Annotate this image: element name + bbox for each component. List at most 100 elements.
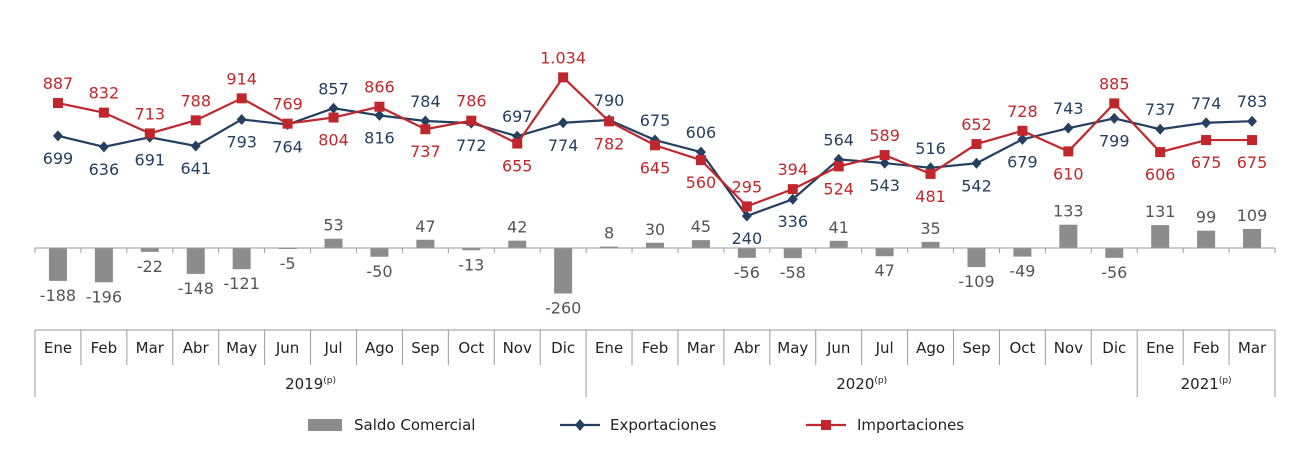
bar-saldo-18 xyxy=(875,248,894,257)
exportaciones-label-0: 699 xyxy=(43,149,74,168)
month-label-10: Nov xyxy=(503,339,532,357)
importaciones-label-0: 887 xyxy=(43,74,74,93)
month-label-3: Abr xyxy=(183,339,210,357)
month-label-25: Feb xyxy=(1193,339,1220,357)
exportaciones-label-8: 784 xyxy=(410,92,441,111)
bar-saldo-14 xyxy=(691,240,710,248)
month-label-6: Jul xyxy=(323,339,342,357)
exportaciones-point-11 xyxy=(558,117,569,129)
importaciones-label-16: 394 xyxy=(778,160,809,179)
importaciones-point-3 xyxy=(190,115,201,126)
month-label-11: Dic xyxy=(551,339,575,357)
bar-saldo-13 xyxy=(646,242,664,248)
bar-label-10: 42 xyxy=(507,218,527,237)
month-label-22: Nov xyxy=(1054,339,1083,357)
month-label-15: Abr xyxy=(734,339,761,357)
x-axis: Ene Feb Mar Abr May Jun Jul Ago Sep Oct Nov Dic Ene F… xyxy=(34,329,1276,397)
exportaciones-point-22 xyxy=(1063,122,1074,134)
importaciones-point-7 xyxy=(374,101,385,112)
exportaciones-label-3: 641 xyxy=(180,159,211,178)
exportaciones-label-16: 336 xyxy=(778,212,809,231)
zero-axis-layer xyxy=(34,247,1276,253)
importaciones-label-23: 885 xyxy=(1099,74,1130,93)
bar-label-17: 41 xyxy=(829,218,849,237)
importaciones-point-16 xyxy=(787,184,798,195)
importaciones-point-10 xyxy=(512,138,523,149)
importaciones-point-22 xyxy=(1063,146,1074,157)
month-label-12: Ene xyxy=(595,339,623,357)
bar-label-21: -49 xyxy=(1009,262,1035,281)
month-label-4: May xyxy=(226,339,257,357)
importaciones-label-20: 652 xyxy=(961,115,992,134)
importaciones-label-17: 524 xyxy=(823,179,854,198)
month-label-9: Oct xyxy=(458,339,484,357)
month-label-19: Ago xyxy=(916,339,945,357)
importaciones-point-14 xyxy=(695,155,706,166)
month-label-0: Ene xyxy=(44,339,72,357)
bar-saldo-12 xyxy=(600,246,619,248)
importaciones-point-6 xyxy=(328,112,339,123)
month-label-16: May xyxy=(777,339,808,357)
importaciones-label-15: 295 xyxy=(732,177,763,196)
bar-label-9: -13 xyxy=(458,255,484,274)
exportaciones-point-15 xyxy=(741,210,752,222)
bar-saldo-22 xyxy=(1059,224,1078,248)
bar-label-6: 53 xyxy=(323,216,343,235)
exportaciones-point-25 xyxy=(1201,117,1212,129)
importaciones-label-24: 606 xyxy=(1145,165,1176,184)
importaciones-point-18 xyxy=(879,150,890,161)
importaciones-point-26 xyxy=(1247,135,1258,146)
exportaciones-label-7: 816 xyxy=(364,128,395,147)
exportaciones-label-20: 542 xyxy=(961,176,992,195)
importaciones-point-4 xyxy=(236,93,247,104)
exportaciones-point-6 xyxy=(328,102,339,114)
legend: Saldo Comercial Exportaciones Importacione… xyxy=(308,416,964,434)
bar-label-2: -22 xyxy=(137,257,163,276)
bar-label-16: -58 xyxy=(780,263,806,282)
importaciones-label-26: 675 xyxy=(1237,153,1268,172)
bar-saldo-0 xyxy=(48,248,67,281)
bar-saldo-7 xyxy=(370,248,389,257)
exportaciones-label-12: 790 xyxy=(594,91,625,110)
bar-saldo-17 xyxy=(829,240,848,248)
exportaciones-label-15: 240 xyxy=(732,229,763,248)
importaciones-point-19 xyxy=(925,168,936,179)
exportaciones-point-24 xyxy=(1155,123,1166,135)
legend-marker-exportaciones xyxy=(575,419,585,431)
month-label-14: Mar xyxy=(687,339,716,357)
bar-label-13: 30 xyxy=(645,220,665,239)
bar-label-18: 47 xyxy=(874,261,894,280)
legend-marker-importaciones xyxy=(821,420,831,430)
importaciones-point-2 xyxy=(144,128,155,139)
legend-label-importaciones: Importaciones xyxy=(857,416,964,434)
month-label-24: Ene xyxy=(1146,339,1174,357)
bar-saldo-10 xyxy=(508,240,527,248)
legend-label-saldo: Saldo Comercial xyxy=(354,416,475,434)
bar-label-15: -56 xyxy=(734,263,760,282)
importaciones-point-9 xyxy=(466,115,477,126)
month-label-8: Sep xyxy=(411,339,439,357)
exportaciones-label-10: 697 xyxy=(502,107,533,126)
exportaciones-point-18 xyxy=(879,157,890,169)
importaciones-point-17 xyxy=(833,161,844,172)
importaciones-point-5 xyxy=(282,118,293,129)
exportaciones-label-9: 772 xyxy=(456,136,487,155)
year-label-2: 2021(p) xyxy=(1181,375,1232,393)
legend-label-exportaciones: Exportaciones xyxy=(610,416,717,434)
bar-label-14: 45 xyxy=(691,217,711,236)
labels-layer: -188 -196 -22 -148 -121 -5 53 -50 47 -13 42 -260 8 30… xyxy=(40,48,1268,317)
bar-label-11: -260 xyxy=(545,299,581,318)
bar-saldo-1 xyxy=(94,248,113,283)
importaciones-label-21: 728 xyxy=(1007,102,1038,121)
importaciones-label-12: 782 xyxy=(594,134,625,153)
bar-saldo-24 xyxy=(1151,225,1170,248)
bar-label-0: -188 xyxy=(40,286,76,305)
bar-saldo-6 xyxy=(324,238,343,248)
exportaciones-point-14 xyxy=(695,146,706,158)
month-label-26: Mar xyxy=(1238,339,1267,357)
exportaciones-label-4: 793 xyxy=(226,132,257,151)
importaciones-label-22: 610 xyxy=(1053,164,1084,183)
bar-label-20: -109 xyxy=(958,272,994,291)
importaciones-label-1: 832 xyxy=(89,84,120,103)
exportaciones-point-4 xyxy=(236,113,247,125)
